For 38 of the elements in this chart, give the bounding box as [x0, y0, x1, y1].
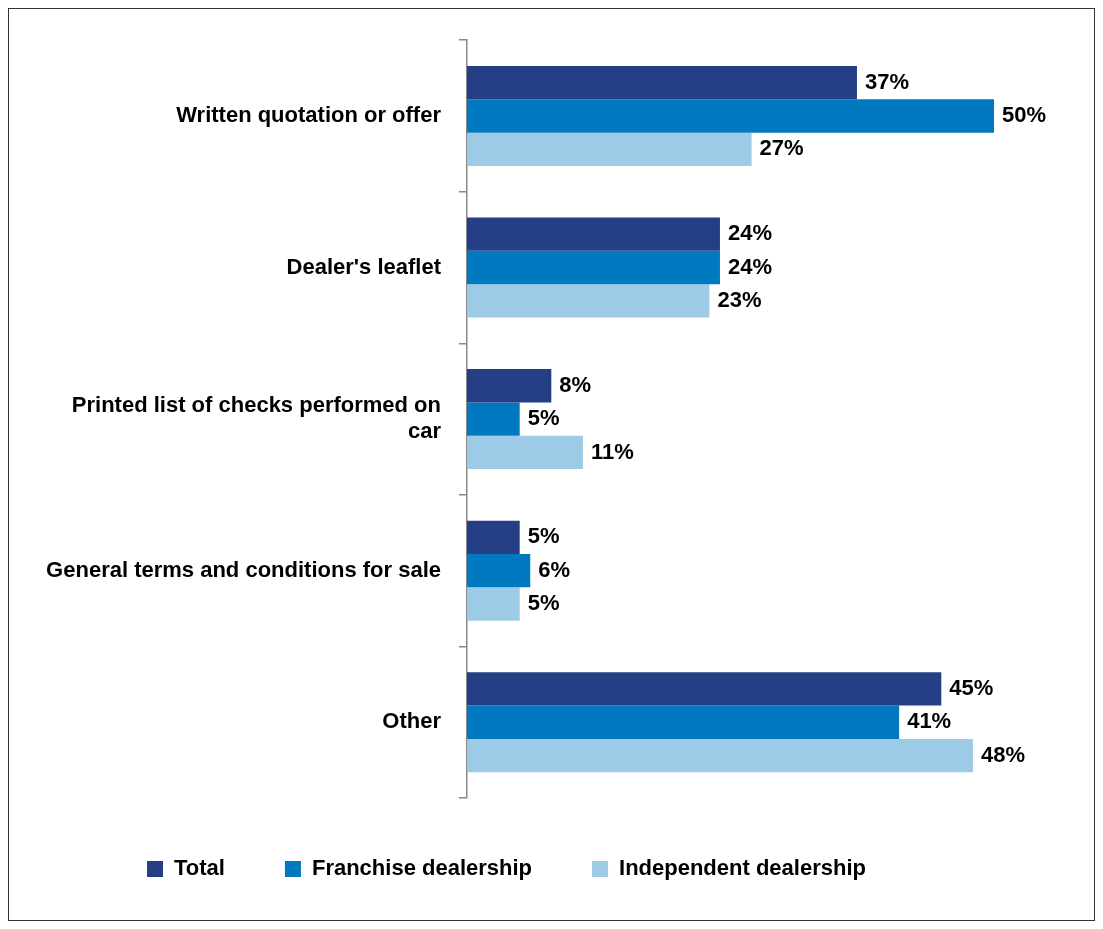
data-label: 5% — [527, 405, 560, 431]
bar — [467, 369, 552, 403]
y-tick-label: Other — [382, 708, 442, 734]
bar — [467, 217, 720, 251]
data-label: 11% — [590, 438, 634, 464]
data-label: 23% — [717, 286, 762, 312]
bar — [467, 738, 973, 773]
y-tick-label: General terms and conditions for sale — [46, 556, 441, 582]
data-label: 6% — [538, 556, 571, 582]
bar — [467, 587, 520, 621]
bar — [467, 132, 752, 166]
bar — [467, 553, 531, 588]
y-tick-label: Written quotation or offer — [176, 102, 442, 128]
data-label: 41% — [907, 708, 952, 734]
bar — [467, 99, 994, 133]
data-label: 24% — [727, 253, 773, 279]
bar — [467, 284, 710, 318]
bar — [467, 402, 520, 436]
data-label: 50% — [1002, 102, 1047, 128]
data-label: 37% — [864, 68, 910, 94]
bar — [467, 250, 720, 285]
legend-label: Independent dealership — [619, 855, 866, 881]
bar — [467, 65, 857, 100]
bar — [467, 520, 520, 554]
data-label: 27% — [759, 135, 804, 161]
data-label: 48% — [980, 741, 1025, 767]
y-tick-label: Dealer's leaflet — [286, 253, 442, 279]
y-tick-label: Printed list of checks performed on car — [71, 391, 442, 444]
data-label: 8% — [559, 371, 592, 397]
data-label: 45% — [949, 674, 994, 700]
legend-label: Total — [174, 855, 225, 881]
data-label: 24% — [727, 220, 773, 246]
bar — [467, 435, 583, 470]
data-label: 5% — [527, 523, 560, 549]
bar — [467, 705, 900, 739]
data-label: 5% — [527, 590, 560, 616]
legend-label: Franchise dealership — [311, 855, 533, 881]
bar — [467, 672, 942, 706]
